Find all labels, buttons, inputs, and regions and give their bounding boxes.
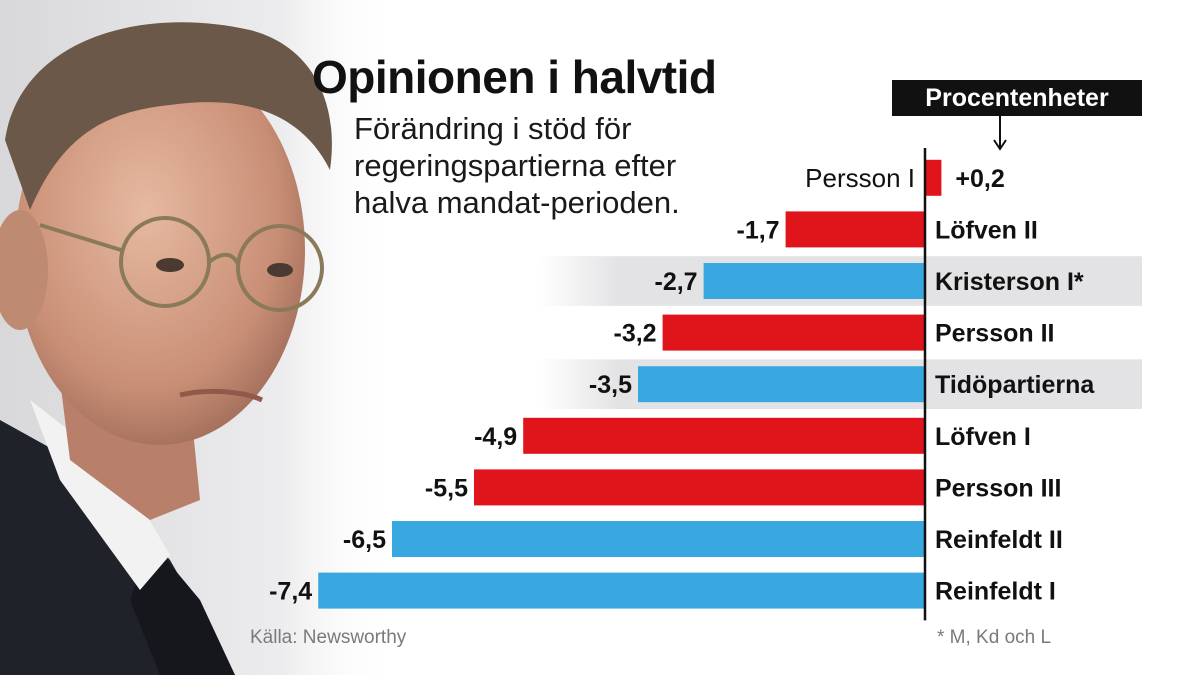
data-label: -6,5 [343, 526, 386, 554]
category-label: Persson II [935, 320, 1055, 348]
category-label: Tidöpartierna [935, 371, 1095, 399]
bar [785, 211, 925, 248]
data-label: -4,9 [474, 423, 517, 451]
bar [703, 263, 925, 299]
highlight-band-fade [540, 256, 620, 306]
bar [523, 417, 925, 454]
bar [392, 521, 925, 557]
bar [318, 572, 925, 609]
chart-title: Opinionen i halvtid [312, 51, 717, 103]
data-label: -3,2 [614, 320, 657, 348]
bar [925, 159, 942, 196]
chart-subtitle: Förändring i stöd för regeringspartierna… [354, 111, 680, 220]
category-label: Reinfeldt II [935, 526, 1063, 554]
category-label: Reinfeldt I [935, 578, 1056, 606]
data-label: -2,7 [655, 268, 698, 296]
category-label: Löfven II [935, 216, 1038, 244]
category-label: Persson I [805, 163, 915, 193]
bar [474, 469, 925, 506]
source-note: Källa: Newsworthy [250, 627, 407, 648]
bar [662, 314, 925, 351]
category-label: Löfven I [935, 423, 1031, 451]
bar [638, 366, 925, 403]
data-label: +0,2 [955, 165, 1004, 193]
data-label: -3,5 [589, 371, 632, 399]
arrow-down-icon [993, 116, 1007, 151]
data-label: -5,5 [425, 474, 468, 502]
data-label: -7,4 [269, 578, 312, 606]
data-label: -1,7 [737, 216, 780, 244]
units-badge: Procentenheter [892, 80, 1142, 116]
category-label: Kristerson I* [935, 268, 1084, 296]
footnote: * M, Kd och L [937, 627, 1052, 648]
portrait-photo [0, 0, 400, 675]
category-label: Persson III [935, 474, 1061, 502]
highlight-band-fade [540, 359, 620, 409]
